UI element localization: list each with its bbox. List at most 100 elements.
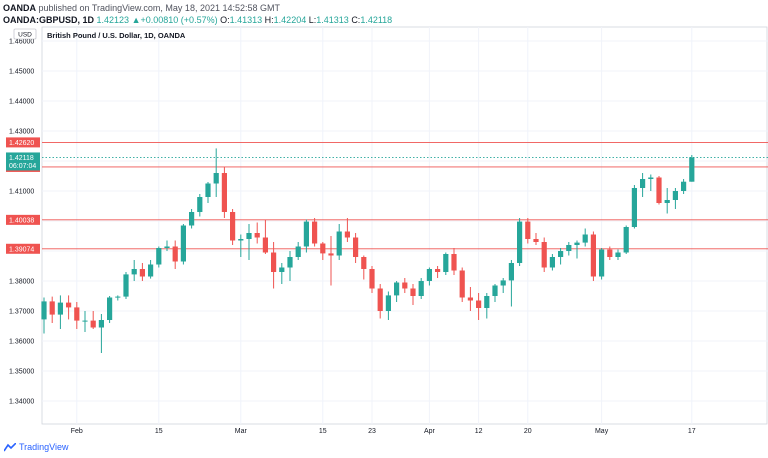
candle-body[interactable] xyxy=(558,251,564,257)
candle-body[interactable] xyxy=(205,183,211,198)
tradingview-footer[interactable]: TradingView xyxy=(4,442,69,452)
level-price-tag xyxy=(6,214,40,225)
candle-body[interactable] xyxy=(312,221,318,244)
publish-text: published on TradingView.com, May 18, 20… xyxy=(38,3,280,13)
candle-body[interactable] xyxy=(353,237,359,258)
candle-body[interactable] xyxy=(41,301,47,320)
candle-body[interactable] xyxy=(377,288,383,312)
candle-body[interactable] xyxy=(615,252,621,258)
candle-body[interactable] xyxy=(402,282,408,289)
candle-body[interactable] xyxy=(90,320,96,328)
candle-body[interactable] xyxy=(443,254,449,272)
candle-body[interactable] xyxy=(533,239,539,242)
candle-body[interactable] xyxy=(426,269,432,281)
candle-body[interactable] xyxy=(672,191,678,200)
candle-body[interactable] xyxy=(279,267,285,273)
candle-body[interactable] xyxy=(49,301,55,315)
candle-body[interactable] xyxy=(131,269,137,275)
candle-body[interactable] xyxy=(361,257,367,269)
candle-body[interactable] xyxy=(107,297,113,321)
candle-body[interactable] xyxy=(115,296,121,298)
candle-body[interactable] xyxy=(303,221,309,247)
candle-body[interactable] xyxy=(689,157,695,182)
symbol-info: OANDA:GBPUSD, 1D 1.42123 ▲+0.00810 (+0.5… xyxy=(3,15,392,25)
candle-body[interactable] xyxy=(607,249,613,258)
candle-body[interactable] xyxy=(467,297,473,301)
low-value: 1.41313 xyxy=(316,15,349,25)
candle-body[interactable] xyxy=(435,269,441,272)
candle-body[interactable] xyxy=(656,177,662,204)
candle-body[interactable] xyxy=(180,225,186,262)
candle-body[interactable] xyxy=(418,281,424,296)
last-price-label: 1.42118 xyxy=(9,155,34,162)
candle-body[interactable] xyxy=(230,212,236,241)
candle-body[interactable] xyxy=(664,200,670,203)
candle-body[interactable] xyxy=(139,269,145,277)
candle-body[interactable] xyxy=(148,264,154,277)
candle-body[interactable] xyxy=(254,233,260,238)
candle-body[interactable] xyxy=(221,173,227,212)
x-tick-label: 20 xyxy=(524,428,532,435)
candle-body[interactable] xyxy=(640,179,646,188)
y-tick-label: 1.43000 xyxy=(9,129,34,136)
candle-body[interactable] xyxy=(549,257,555,268)
candle-body[interactable] xyxy=(484,296,490,308)
candle-body[interactable] xyxy=(164,246,170,249)
candle-body[interactable] xyxy=(262,237,268,253)
bar-countdown-label: 06:07:04 xyxy=(9,163,36,170)
candle-body[interactable] xyxy=(213,173,219,184)
symbol-name: OANDA:GBPUSD, 1D xyxy=(3,15,95,25)
candle-body[interactable] xyxy=(246,233,252,239)
tradingview-brand: TradingView xyxy=(19,442,69,452)
candle-body[interactable] xyxy=(590,234,596,277)
candle-body[interactable] xyxy=(492,285,498,297)
candle-body[interactable] xyxy=(582,234,588,243)
candle-body[interactable] xyxy=(336,231,342,256)
up-arrow-icon: ▲ xyxy=(131,15,141,25)
candle-body[interactable] xyxy=(459,270,465,298)
x-tick-label: Mar xyxy=(235,428,248,435)
candle-body[interactable] xyxy=(328,253,334,256)
candle-body[interactable] xyxy=(476,300,482,309)
candle-body[interactable] xyxy=(508,263,514,281)
candle-body[interactable] xyxy=(541,242,547,268)
candle-body[interactable] xyxy=(74,307,80,321)
candle-body[interactable] xyxy=(57,302,63,315)
candle-body[interactable] xyxy=(98,320,104,328)
plot-area xyxy=(41,26,768,425)
candle-body[interactable] xyxy=(631,188,637,227)
candle-body[interactable] xyxy=(197,197,203,212)
y-tick-label: 1.34000 xyxy=(9,399,34,406)
candle-body[interactable] xyxy=(394,282,400,296)
candle-body[interactable] xyxy=(681,181,687,191)
level-price-tag xyxy=(6,243,40,254)
candle-body[interactable] xyxy=(238,239,244,241)
candle-body[interactable] xyxy=(271,252,277,273)
candle-body[interactable] xyxy=(66,302,72,308)
candle-body[interactable] xyxy=(156,248,162,265)
candle-body[interactable] xyxy=(369,269,375,289)
candle-body[interactable] xyxy=(189,212,195,226)
candle-body[interactable] xyxy=(385,295,391,311)
candle-body[interactable] xyxy=(500,280,506,286)
candle-body[interactable] xyxy=(517,221,523,263)
candle-body[interactable] xyxy=(525,221,531,239)
candle-body[interactable] xyxy=(295,246,301,258)
level-price-label: 1.39074 xyxy=(9,246,34,253)
candle-body[interactable] xyxy=(451,254,457,271)
candle-body[interactable] xyxy=(123,274,129,297)
candle-body[interactable] xyxy=(599,249,605,277)
candle-body[interactable] xyxy=(574,242,580,245)
currency-box xyxy=(13,28,37,40)
candle-body[interactable] xyxy=(410,288,416,297)
candle-body[interactable] xyxy=(623,227,629,253)
candle-body[interactable] xyxy=(82,320,88,322)
currency-label: USD xyxy=(18,32,32,39)
candle-body[interactable] xyxy=(172,246,178,262)
candle-body[interactable] xyxy=(320,243,326,254)
candle-body[interactable] xyxy=(566,245,572,251)
candle-body[interactable] xyxy=(344,231,350,238)
candle-body[interactable] xyxy=(287,257,293,268)
candle-body[interactable] xyxy=(648,177,654,180)
